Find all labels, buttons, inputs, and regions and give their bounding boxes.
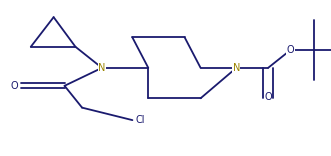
Text: Cl: Cl: [136, 115, 145, 125]
Text: O: O: [11, 81, 19, 91]
Text: N: N: [98, 63, 106, 73]
Text: N: N: [233, 63, 240, 73]
Text: O: O: [287, 45, 295, 55]
Text: O: O: [264, 93, 272, 102]
